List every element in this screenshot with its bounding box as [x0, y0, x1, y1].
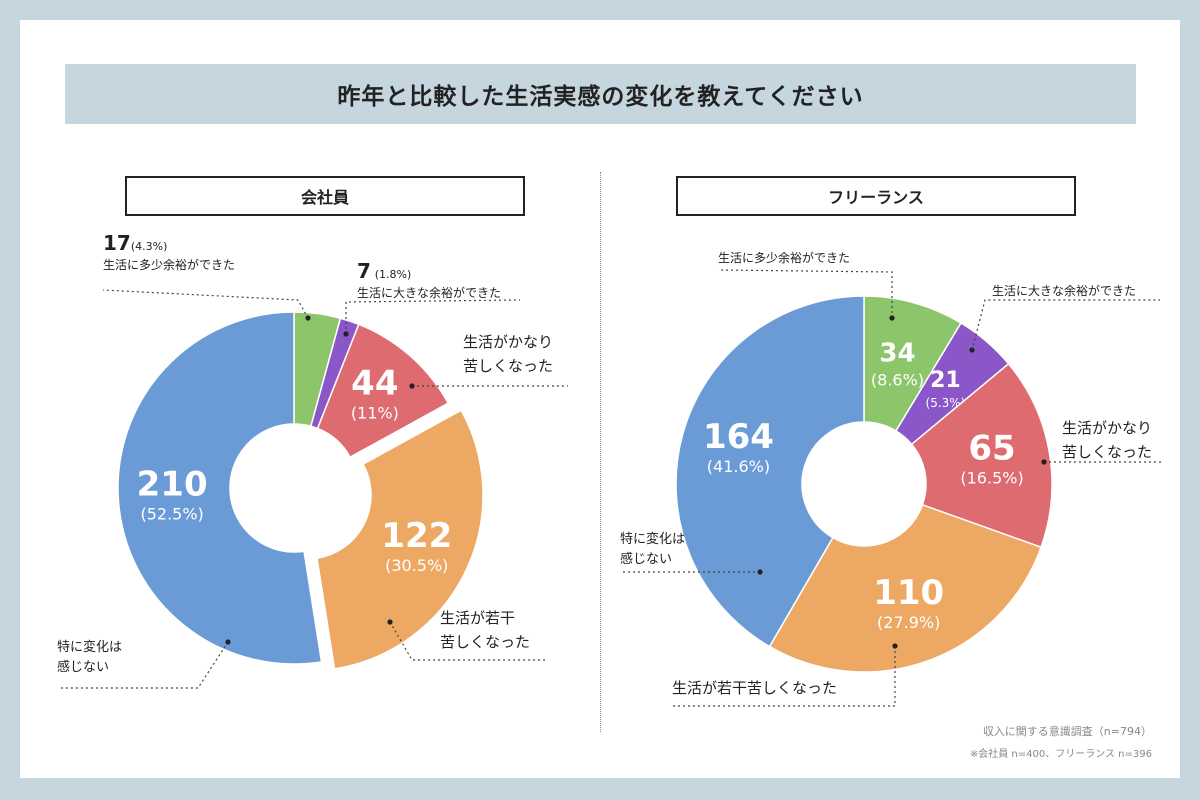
- donut-slice: [675, 295, 865, 648]
- slice-percent-label: (27.9%): [877, 613, 940, 632]
- slice-value-label: 164: [703, 417, 774, 457]
- slice-percent-label: (5.3%): [926, 396, 966, 410]
- donut-slice: [316, 323, 450, 459]
- leader-line: [672, 646, 896, 707]
- leader-dot: [305, 315, 311, 321]
- slice-percent-label: (8.6%): [871, 371, 924, 390]
- leader-dot: [889, 315, 895, 321]
- left-chart-title: 会社員: [125, 176, 525, 216]
- leader-line: [60, 641, 229, 689]
- left-label-kanari: 生活がかなり 苦しくなった: [463, 333, 554, 375]
- leader-dot: [387, 619, 393, 625]
- leader-dot: [969, 347, 975, 353]
- slice-value-label: 110: [873, 573, 944, 613]
- donut-slice: [768, 503, 1043, 673]
- leader-dot: [892, 643, 898, 649]
- donut-slice: [117, 311, 323, 665]
- slice-percent-label: (41.6%): [707, 457, 770, 476]
- right-label-yoyu-small: 生活に多少余裕ができた: [718, 251, 851, 265]
- left-label-henka: 特に変化は 感じない: [57, 640, 123, 675]
- right-chart-title: フリーランス: [676, 176, 1076, 216]
- slice-percent-label: (52.5%): [140, 505, 203, 524]
- left-label-yoyu-small: 17(4.3%) 生活に多少余裕ができた: [103, 231, 236, 272]
- leader-dot: [343, 331, 349, 337]
- leader-dot: [409, 383, 415, 389]
- left-label-jakkan: 生活が若干 苦しくなった: [440, 609, 531, 651]
- donut-slice: [910, 362, 1053, 549]
- slice-value-label: 122: [381, 516, 452, 556]
- right-label-jakkan: 生活が若干苦しくなった: [672, 679, 838, 697]
- leader-line: [345, 299, 521, 334]
- footer-survey: 収入に関する意識調査（n=794）: [982, 725, 1152, 738]
- center-divider: [600, 172, 601, 732]
- slice-value-label: 65: [968, 428, 1015, 468]
- slice-percent-label: (16.5%): [960, 468, 1023, 487]
- slice-value-label: 44: [351, 363, 398, 403]
- left-label-yoyu-big: 7 (1.8%) 生活に大きな余裕ができた: [357, 259, 502, 300]
- slice-percent-label: (11%): [351, 403, 399, 422]
- donut-slice: [316, 409, 484, 670]
- slice-value-label: 21: [930, 368, 961, 393]
- leader-dot: [1041, 459, 1047, 465]
- slice-percent-label: (30.5%): [385, 556, 448, 575]
- leader-line: [102, 289, 309, 319]
- footer-note: ※会社員 n=400、フリーランス n=396: [969, 749, 1152, 760]
- page-title: 昨年と比較した生活実感の変化を教えてください: [65, 64, 1136, 124]
- right-label-yoyu-big: 生活に大きな余裕ができた: [992, 284, 1137, 298]
- leader-line: [717, 269, 893, 318]
- leader-dot: [225, 639, 231, 645]
- slice-value-label: 210: [137, 465, 208, 505]
- slice-value-label: 34: [879, 339, 915, 369]
- right-label-henka: 特に変化は 感じない: [620, 532, 686, 567]
- leader-line: [971, 299, 1160, 351]
- leader-dot: [757, 569, 763, 575]
- right-label-kanari: 生活がかなり 苦しくなった: [1062, 419, 1153, 461]
